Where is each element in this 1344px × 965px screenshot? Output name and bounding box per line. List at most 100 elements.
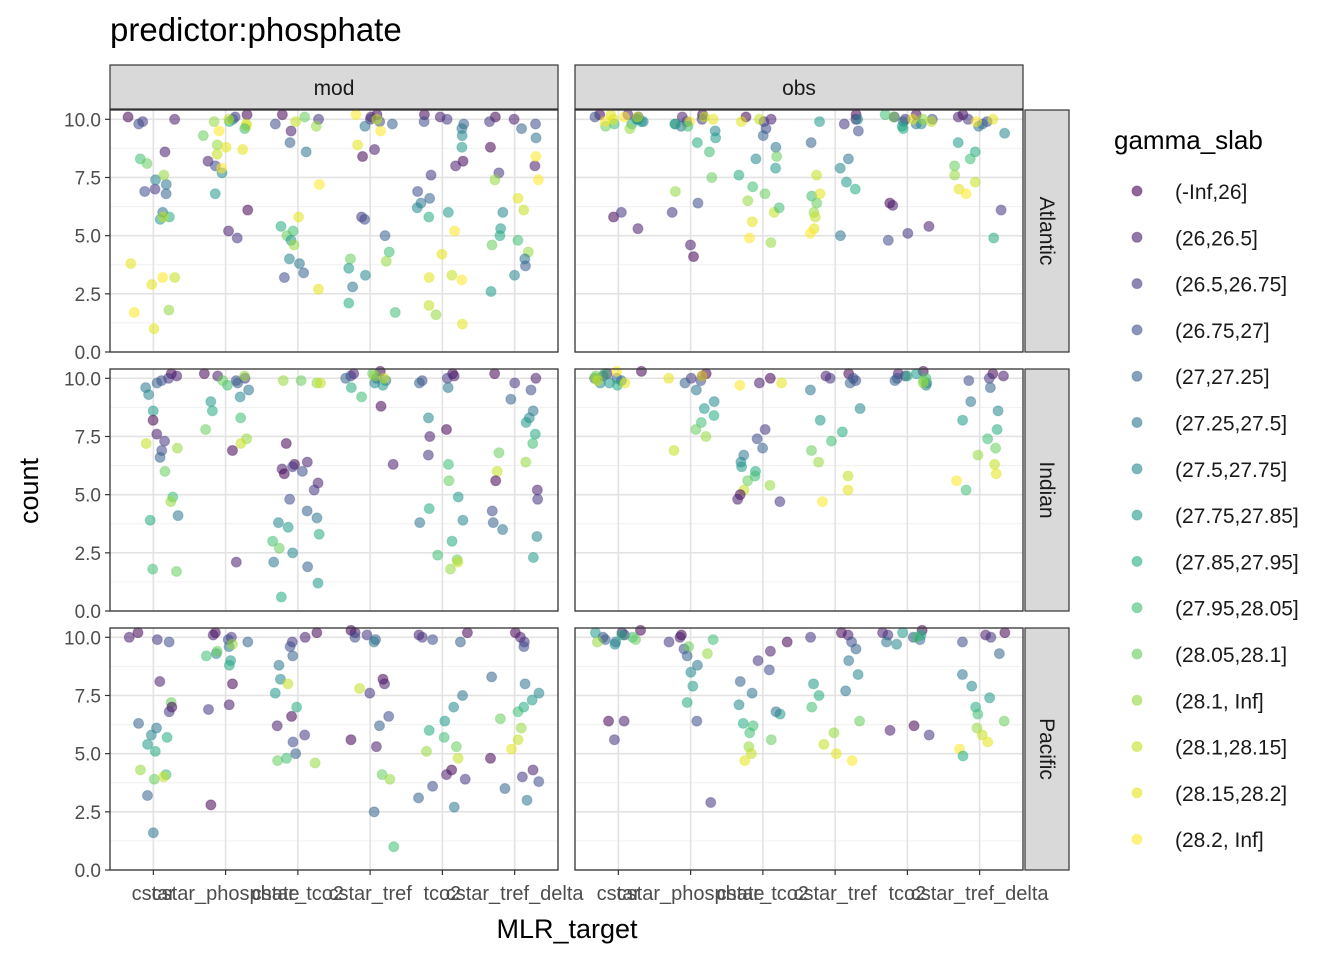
data-point	[308, 484, 320, 496]
panel-mod-indian: 0.0 2.5 5.0 7.5 10.0	[64, 365, 559, 623]
data-point	[314, 377, 326, 389]
data-point	[532, 174, 544, 186]
data-point	[518, 641, 530, 653]
data-point	[269, 687, 281, 699]
data-point	[618, 715, 630, 727]
data-point	[683, 641, 695, 653]
data-point	[439, 715, 451, 727]
data-point	[840, 176, 852, 188]
data-point	[457, 155, 469, 167]
data-point	[834, 162, 846, 174]
data-point	[957, 750, 969, 762]
data-point	[154, 451, 166, 463]
data-point	[295, 375, 307, 387]
data-point	[849, 183, 861, 195]
data-point	[489, 368, 501, 380]
data-point	[781, 636, 793, 648]
data-point	[949, 169, 961, 181]
data-point	[999, 127, 1011, 139]
data-point	[430, 309, 442, 321]
data-point	[197, 130, 209, 142]
data-point	[151, 428, 163, 440]
data-point	[603, 715, 615, 727]
data-point	[615, 206, 627, 218]
data-point	[527, 437, 539, 449]
data-point	[669, 118, 681, 130]
legend-label: (-Inf,26]	[1175, 181, 1247, 204]
x-tick-label: tco2	[888, 883, 926, 905]
x-tick-label: cstar_phosphate	[152, 883, 300, 905]
data-point	[632, 223, 644, 235]
panel-border	[574, 368, 1024, 612]
data-point	[414, 517, 426, 529]
data-point	[887, 199, 899, 211]
data-point	[982, 736, 994, 748]
data-point	[149, 745, 161, 757]
data-point	[690, 384, 702, 396]
data-point	[150, 174, 162, 186]
data-point	[976, 729, 988, 741]
data-point	[889, 375, 901, 387]
data-point	[235, 437, 247, 449]
facet-strip-label-obs: obs	[782, 77, 816, 100]
data-point	[268, 556, 280, 568]
data-point	[806, 444, 818, 456]
data-point	[902, 227, 914, 239]
data-point	[752, 655, 764, 667]
data-point	[494, 230, 506, 242]
data-point	[745, 748, 757, 760]
data-point	[735, 116, 747, 128]
data-point	[525, 384, 537, 396]
data-point	[145, 729, 157, 741]
data-point	[147, 414, 159, 426]
chart-title: predictor:phosphate	[110, 11, 402, 48]
data-point	[373, 720, 385, 732]
data-point	[814, 116, 826, 128]
data-point	[635, 365, 647, 377]
data-point	[742, 195, 754, 207]
data-point	[484, 116, 496, 128]
data-point	[369, 144, 381, 156]
data-point	[808, 678, 820, 690]
data-point	[589, 111, 601, 123]
data-point	[226, 444, 238, 456]
data-point	[692, 197, 704, 209]
data-point	[128, 306, 140, 318]
data-point	[519, 678, 531, 690]
panel-border	[574, 627, 1024, 871]
data-point	[301, 456, 313, 468]
data-point	[963, 375, 975, 387]
data-point	[159, 465, 171, 477]
data-point	[376, 769, 388, 781]
data-point	[423, 724, 435, 736]
data-point	[681, 650, 693, 662]
data-point	[200, 650, 212, 662]
legend-key	[1131, 787, 1143, 799]
data-point	[707, 113, 719, 125]
data-point	[427, 634, 439, 646]
data-point	[531, 531, 543, 543]
y-tick-label: 0.0	[75, 602, 101, 623]
data-point	[952, 111, 964, 123]
data-point	[148, 323, 160, 335]
data-point	[142, 738, 154, 750]
data-point	[301, 505, 313, 517]
x-tick-label: cstar_tref_delta	[911, 883, 1050, 905]
data-point	[753, 377, 765, 389]
data-point	[770, 141, 782, 153]
data-point	[159, 435, 171, 447]
data-point	[284, 137, 296, 149]
data-point	[284, 641, 296, 653]
data-point	[736, 461, 748, 473]
data-point	[151, 722, 163, 734]
data-point	[133, 118, 145, 130]
data-point	[828, 727, 840, 739]
data-point	[211, 148, 223, 160]
data-point	[312, 283, 324, 295]
data-point	[733, 169, 745, 181]
data-point	[313, 178, 325, 190]
data-point	[454, 636, 466, 648]
y-tick-label: 7.5	[75, 168, 101, 189]
data-point	[368, 636, 380, 648]
data-point	[423, 503, 435, 515]
